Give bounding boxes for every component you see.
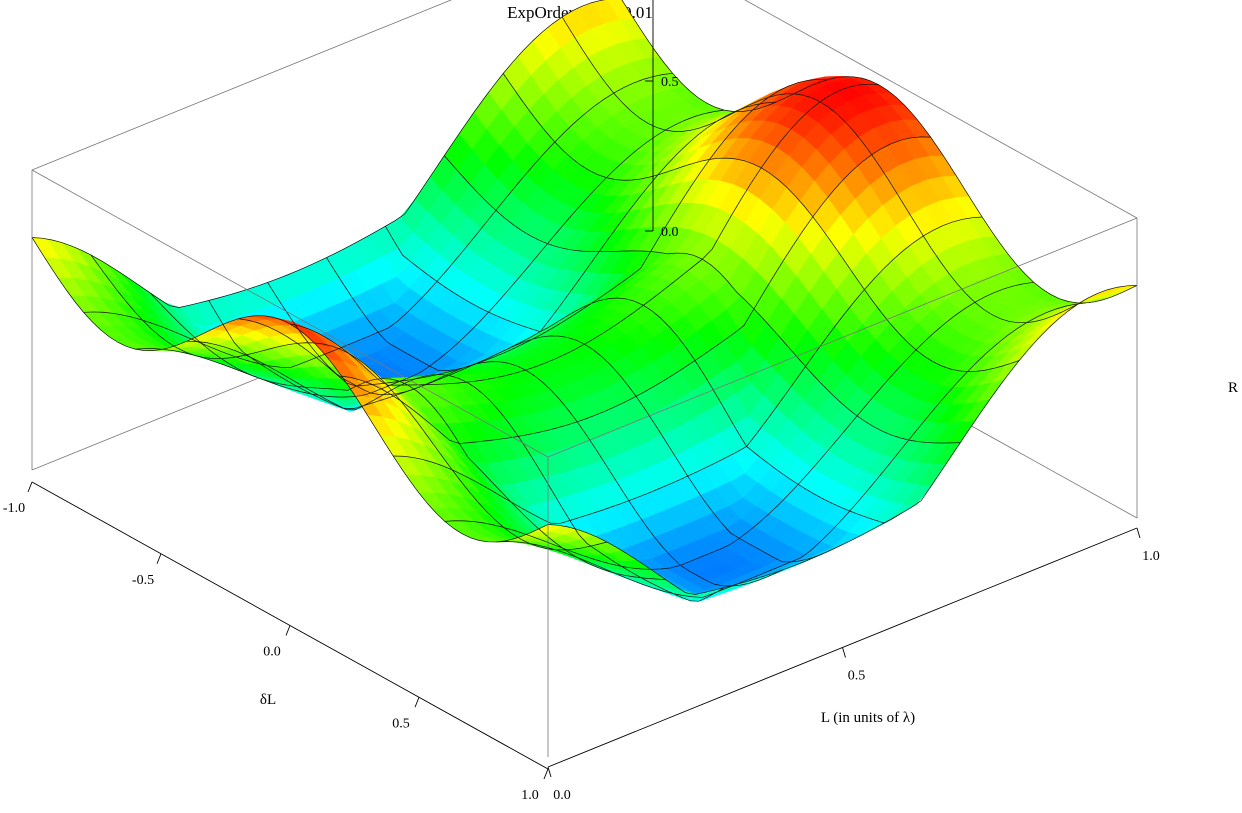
surface-mesh (31, 0, 1138, 602)
z-axis-label: R (1228, 380, 1238, 396)
delta-l-tick (543, 768, 549, 780)
mesh-line-delta-l (238, 79, 828, 387)
r-axis-tick-label: 0.5 (661, 75, 679, 90)
delta-l-tick (414, 697, 420, 708)
box-edge-top-front-left (31, 169, 549, 458)
mesh-line-delta-l (186, 101, 776, 409)
box-edge-top-back-right (744, 0, 1138, 219)
l-axis-tick (842, 647, 846, 658)
delta-l-axis: -1.0 -0.5 0.0 0.5 1.0 (3, 481, 549, 803)
mesh-line-delta-l (289, 83, 880, 386)
delta-l-tick-label: 0.0 (263, 645, 281, 660)
r-axis: 0.00.51.0 (645, 0, 679, 240)
mesh-line-delta-l (135, 109, 725, 398)
l-axis-tick-label: 0.0 (553, 788, 571, 803)
y-axis-label: δL (260, 692, 276, 708)
mesh-line-delta-l (444, 281, 1034, 570)
r-axis-tick-label: 0.0 (661, 225, 679, 240)
mesh-line-delta-l (547, 285, 1138, 595)
bounding-box-front (31, 169, 1138, 757)
l-axis-tick (547, 766, 552, 778)
mesh-line-delta-l (496, 302, 1086, 598)
delta-l-tick-label: -1.0 (3, 501, 25, 516)
mesh-line-delta-l (393, 216, 983, 524)
l-axis-tick-label: 0.5 (848, 669, 866, 684)
delta-l-tick-label: 1.0 (521, 788, 539, 803)
box-edge-top-front-right (547, 217, 1138, 458)
l-axis-tick (1136, 527, 1141, 539)
delta-l-tick (27, 481, 33, 493)
delta-l-tick (156, 553, 162, 564)
delta-l-tick-label: -0.5 (132, 573, 154, 588)
delta-l-tick-label: 0.5 (392, 716, 410, 731)
l-axis: 0.0 0.5 1.0 (547, 527, 1160, 803)
l-axis-tick-label: 1.0 (1142, 549, 1160, 564)
x-axis-label: L (in units of λ) (821, 710, 915, 726)
mesh-line-delta-l (341, 136, 931, 444)
box-edge-top-back-left (31, 0, 453, 171)
mesh-line-delta-l (31, 0, 606, 308)
mesh-line-delta-l (83, 72, 673, 369)
delta-l-tick (285, 625, 291, 636)
